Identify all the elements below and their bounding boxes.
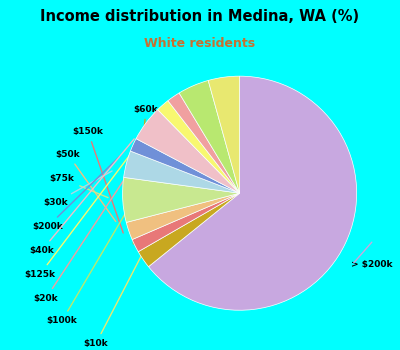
Text: $20k: $20k	[34, 118, 165, 303]
Text: $30k: $30k	[44, 171, 112, 207]
Text: $150k: $150k	[72, 127, 123, 233]
Text: > $200k: > $200k	[351, 260, 393, 270]
Wedge shape	[130, 139, 240, 193]
Text: $10k: $10k	[84, 102, 221, 348]
Wedge shape	[136, 110, 240, 193]
Text: $40k: $40k	[30, 139, 134, 255]
Wedge shape	[132, 193, 240, 252]
Wedge shape	[122, 177, 240, 222]
Wedge shape	[148, 76, 357, 310]
Text: $75k: $75k	[50, 174, 108, 198]
Text: $50k: $50k	[56, 150, 116, 222]
Text: $125k: $125k	[24, 124, 153, 279]
Wedge shape	[126, 193, 240, 239]
Text: City-Data.com: City-Data.com	[251, 127, 325, 137]
Text: $200k: $200k	[33, 156, 120, 231]
Wedge shape	[208, 76, 240, 193]
Text: $100k: $100k	[47, 109, 187, 325]
Text: Income distribution in Medina, WA (%): Income distribution in Medina, WA (%)	[40, 9, 360, 24]
Wedge shape	[158, 101, 240, 193]
Wedge shape	[138, 193, 240, 267]
Text: $60k: $60k	[133, 105, 158, 244]
Text: White residents: White residents	[144, 37, 256, 50]
Wedge shape	[168, 93, 240, 193]
Wedge shape	[124, 151, 240, 193]
Wedge shape	[179, 80, 240, 193]
